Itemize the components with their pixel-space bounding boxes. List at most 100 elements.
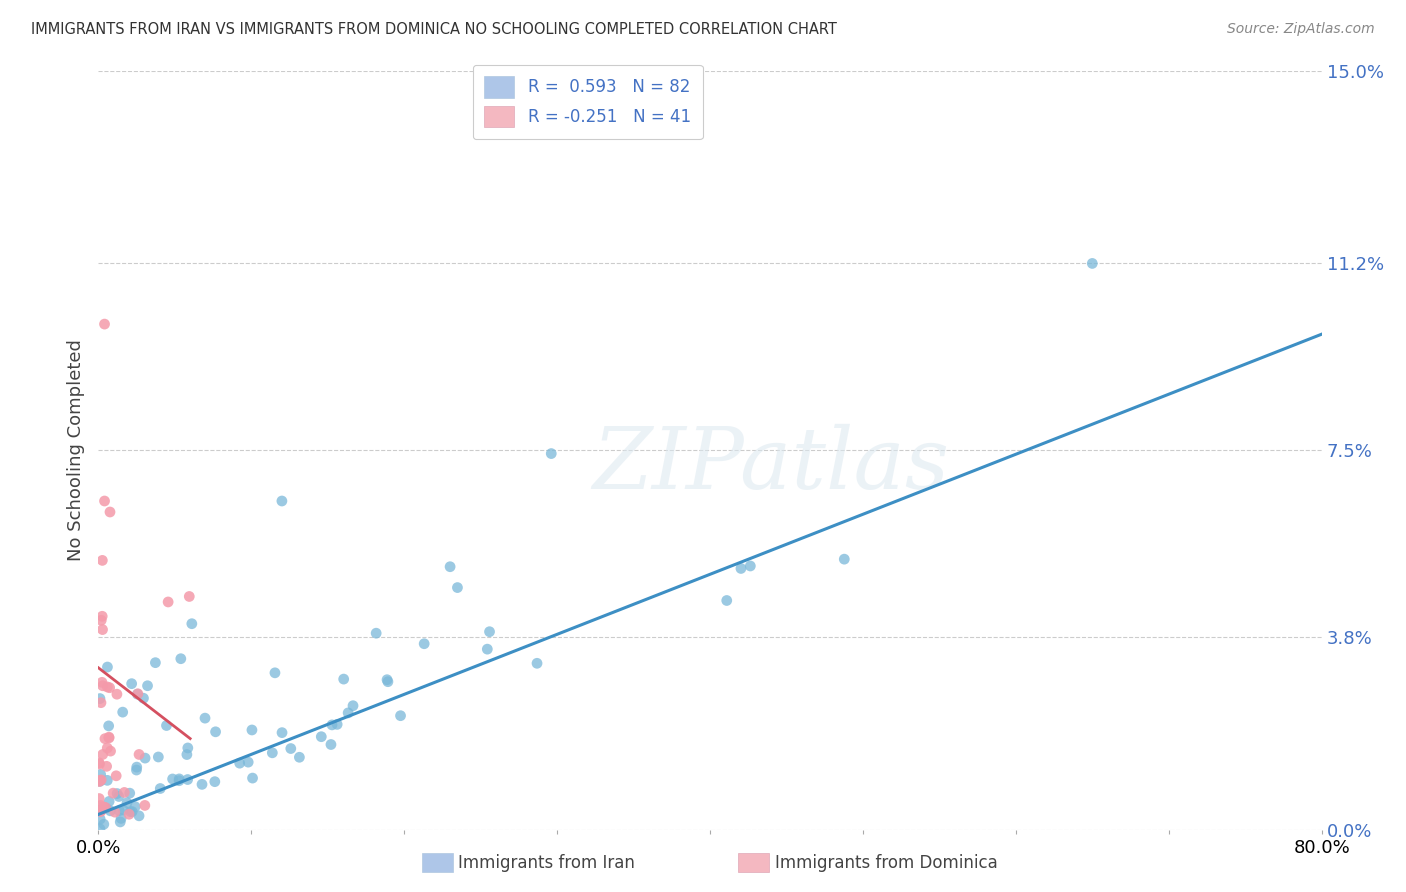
Point: [321, 718, 343, 732]
Point: [93, 817, 115, 831]
Point: [204, 774, 226, 789]
Point: [91, 675, 114, 690]
Point: [127, 687, 149, 701]
Point: [194, 711, 217, 725]
Point: [97, 719, 120, 733]
Point: [110, 811, 132, 825]
Point: [105, 769, 128, 783]
Point: [112, 803, 135, 817]
Point: [118, 807, 141, 822]
Point: [270, 494, 294, 508]
Point: [145, 656, 167, 670]
Point: [125, 763, 148, 777]
Point: [96, 759, 118, 773]
Point: [94, 731, 117, 746]
Point: [100, 804, 122, 818]
Point: [91, 747, 114, 762]
Point: [89, 812, 111, 826]
Point: [176, 747, 198, 762]
Point: [89, 774, 111, 789]
Point: [180, 616, 202, 631]
Point: [91, 623, 114, 637]
Point: [264, 665, 287, 680]
Point: [125, 760, 148, 774]
Point: [93, 317, 115, 331]
Point: [108, 804, 131, 818]
Legend: R =  0.593   N = 82, R = -0.251   N = 41: R = 0.593 N = 82, R = -0.251 N = 41: [472, 64, 703, 139]
Point: [111, 705, 134, 719]
Point: [439, 559, 461, 574]
Point: [288, 750, 311, 764]
Point: [121, 676, 143, 690]
Point: [96, 680, 118, 694]
Point: [204, 724, 226, 739]
Point: [319, 738, 342, 752]
Point: [149, 781, 172, 796]
Point: [98, 505, 121, 519]
Point: [128, 809, 150, 823]
Point: [90, 805, 112, 819]
Point: [89, 802, 111, 816]
Text: Immigrants from Iran: Immigrants from Iran: [458, 854, 636, 871]
Point: [413, 637, 436, 651]
Point: [89, 773, 111, 788]
Point: [730, 561, 752, 575]
Point: [127, 687, 149, 701]
Point: [740, 559, 762, 574]
Point: [176, 772, 198, 787]
Point: [89, 791, 111, 805]
Point: [90, 804, 112, 818]
Point: [108, 789, 131, 804]
Point: [90, 613, 112, 627]
Point: [366, 626, 388, 640]
Point: [115, 796, 138, 810]
Point: [132, 691, 155, 706]
Point: [94, 800, 117, 814]
Point: [89, 691, 111, 706]
Point: [96, 773, 118, 788]
Text: ZIPatlas: ZIPatlas: [592, 425, 950, 507]
Point: [93, 494, 115, 508]
Point: [97, 730, 120, 744]
Point: [110, 814, 132, 829]
Point: [179, 590, 201, 604]
Point: [478, 624, 501, 639]
Point: [326, 717, 349, 731]
Point: [526, 657, 548, 671]
Point: [337, 706, 360, 720]
Point: [90, 772, 112, 787]
Point: [124, 799, 146, 814]
Point: [134, 751, 156, 765]
Point: [89, 756, 111, 770]
Point: [136, 679, 159, 693]
Point: [128, 747, 150, 762]
Point: [98, 681, 121, 695]
Point: [89, 757, 111, 772]
Text: IMMIGRANTS FROM IRAN VS IMMIGRANTS FROM DOMINICA NO SCHOOLING COMPLETED CORRELAT: IMMIGRANTS FROM IRAN VS IMMIGRANTS FROM …: [31, 22, 837, 37]
Point: [120, 805, 142, 819]
Point: [91, 800, 114, 814]
Y-axis label: No Schooling Completed: No Schooling Completed: [66, 340, 84, 561]
Point: [540, 447, 562, 461]
Point: [90, 696, 112, 710]
Point: [96, 741, 118, 756]
Point: [100, 744, 122, 758]
Point: [262, 746, 284, 760]
Point: [177, 741, 200, 756]
Point: [98, 794, 121, 808]
Point: [280, 741, 302, 756]
Point: [242, 771, 264, 785]
Point: [104, 805, 127, 819]
Point: [716, 593, 738, 607]
Point: [240, 723, 263, 737]
Point: [89, 798, 111, 813]
Text: Immigrants from Dominica: Immigrants from Dominica: [775, 854, 997, 871]
Point: [191, 777, 214, 791]
Point: [342, 698, 364, 713]
Point: [105, 687, 128, 701]
Point: [90, 767, 112, 781]
Point: [167, 772, 190, 786]
Point: [89, 774, 111, 789]
Point: [228, 756, 250, 771]
Point: [91, 553, 114, 567]
